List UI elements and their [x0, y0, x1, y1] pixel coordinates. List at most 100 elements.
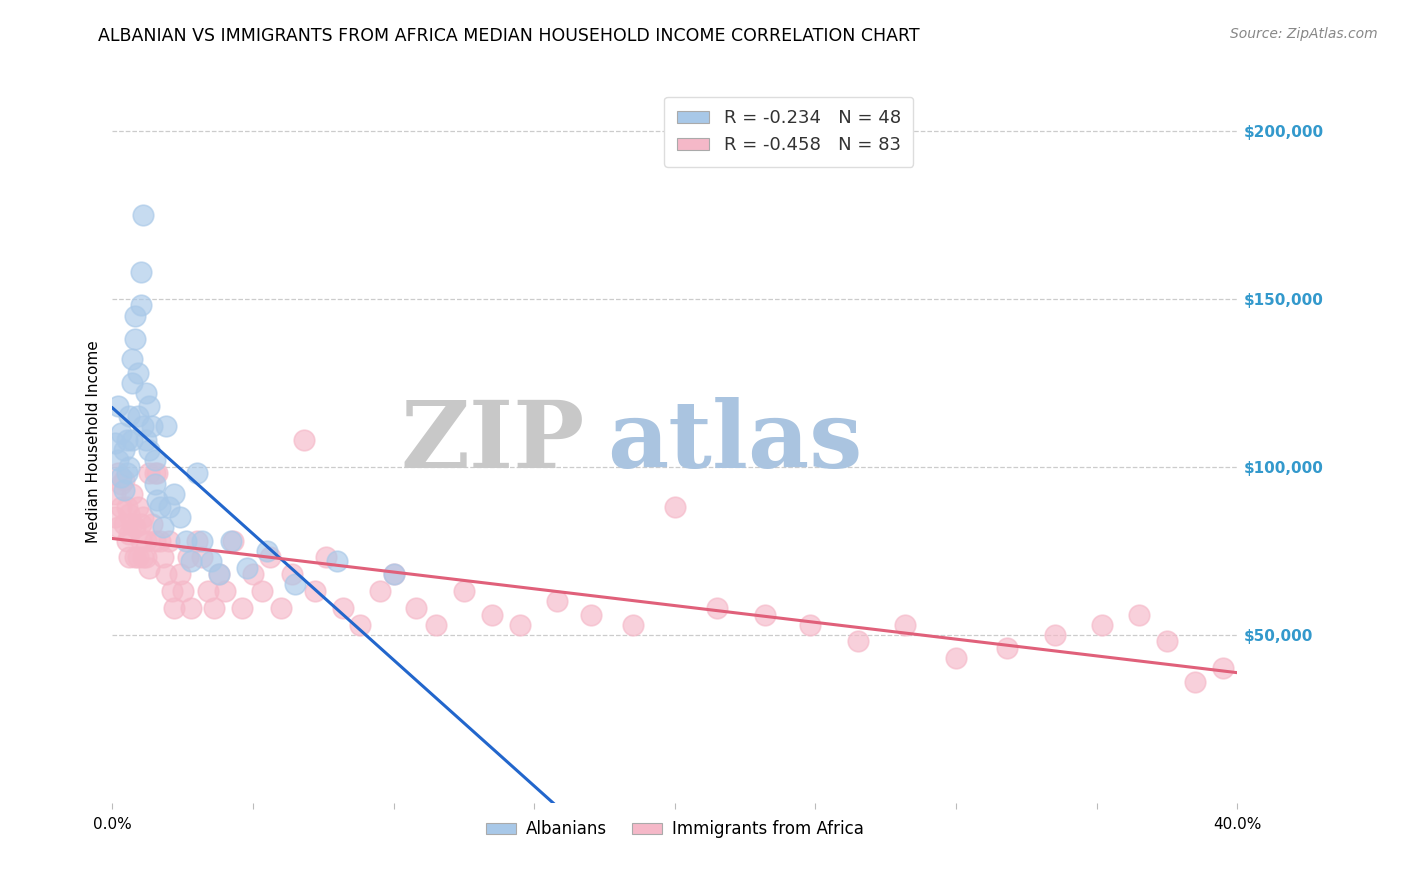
- Point: [326, 554, 349, 568]
- Point: [124, 520, 146, 534]
- Point: [157, 500, 180, 514]
- Y-axis label: Median Household Income: Median Household Income: [86, 340, 101, 543]
- Point: [121, 352, 143, 367]
- Point: [208, 567, 231, 582]
- Text: Source: ZipAtlas.com: Source: ZipAtlas.com: [1230, 27, 1378, 41]
- Point: [143, 467, 166, 481]
- Point: [208, 567, 231, 582]
- Point: [143, 533, 166, 548]
- Point: [121, 486, 143, 500]
- Point: [304, 584, 326, 599]
- Point: [177, 550, 200, 565]
- Point: [219, 533, 242, 548]
- Point: [214, 584, 236, 599]
- Point: [155, 567, 177, 582]
- Text: atlas: atlas: [607, 397, 863, 486]
- Point: [349, 617, 371, 632]
- Point: [104, 436, 127, 450]
- Point: [121, 516, 143, 531]
- Point: [118, 550, 141, 565]
- Point: [315, 550, 337, 565]
- Point: [425, 617, 447, 632]
- Point: [1184, 674, 1206, 689]
- Point: [799, 617, 821, 632]
- Point: [152, 520, 174, 534]
- Point: [281, 567, 304, 582]
- Point: [163, 600, 186, 615]
- Point: [141, 516, 163, 531]
- Point: [110, 426, 132, 441]
- Point: [202, 600, 225, 615]
- Point: [127, 500, 149, 514]
- Point: [152, 550, 174, 565]
- Point: [1091, 617, 1114, 632]
- Point: [104, 510, 127, 524]
- Point: [110, 500, 132, 514]
- Point: [169, 510, 191, 524]
- Point: [664, 500, 686, 514]
- Point: [118, 459, 141, 474]
- Point: [124, 550, 146, 565]
- Point: [110, 476, 132, 491]
- Point: [127, 366, 149, 380]
- Point: [259, 550, 281, 565]
- Point: [172, 584, 194, 599]
- Point: [191, 550, 214, 565]
- Point: [200, 554, 222, 568]
- Point: [129, 533, 152, 548]
- Legend: Albanians, Immigrants from Africa: Albanians, Immigrants from Africa: [479, 814, 870, 845]
- Point: [256, 543, 278, 558]
- Point: [107, 399, 129, 413]
- Point: [157, 533, 180, 548]
- Point: [132, 510, 155, 524]
- Point: [191, 533, 214, 548]
- Point: [180, 554, 202, 568]
- Point: [250, 584, 273, 599]
- Point: [121, 376, 143, 390]
- Point: [115, 433, 138, 447]
- Point: [163, 486, 186, 500]
- Point: [368, 584, 391, 599]
- Point: [112, 516, 135, 531]
- Point: [242, 567, 264, 582]
- Point: [132, 419, 155, 434]
- Point: [579, 607, 602, 622]
- Point: [112, 442, 135, 457]
- Point: [138, 399, 160, 413]
- Text: ZIP: ZIP: [401, 397, 585, 486]
- Point: [146, 493, 169, 508]
- Point: [160, 584, 183, 599]
- Point: [129, 516, 152, 531]
- Point: [1156, 634, 1178, 648]
- Point: [382, 567, 405, 582]
- Point: [284, 577, 307, 591]
- Point: [1128, 607, 1150, 622]
- Point: [222, 533, 245, 548]
- Point: [135, 433, 157, 447]
- Point: [453, 584, 475, 599]
- Point: [115, 467, 138, 481]
- Point: [231, 600, 253, 615]
- Point: [754, 607, 776, 622]
- Point: [143, 453, 166, 467]
- Point: [127, 550, 149, 565]
- Point: [894, 617, 917, 632]
- Point: [129, 265, 152, 279]
- Point: [149, 533, 172, 548]
- Point: [118, 409, 141, 424]
- Point: [132, 208, 155, 222]
- Point: [121, 433, 143, 447]
- Point: [706, 600, 728, 615]
- Point: [138, 467, 160, 481]
- Point: [382, 567, 405, 582]
- Point: [149, 500, 172, 514]
- Point: [115, 500, 138, 514]
- Point: [107, 453, 129, 467]
- Point: [186, 467, 208, 481]
- Text: ALBANIAN VS IMMIGRANTS FROM AFRICA MEDIAN HOUSEHOLD INCOME CORRELATION CHART: ALBANIAN VS IMMIGRANTS FROM AFRICA MEDIA…: [98, 27, 920, 45]
- Point: [104, 486, 127, 500]
- Point: [155, 419, 177, 434]
- Point: [143, 476, 166, 491]
- Point: [1212, 661, 1234, 675]
- Point: [135, 550, 157, 565]
